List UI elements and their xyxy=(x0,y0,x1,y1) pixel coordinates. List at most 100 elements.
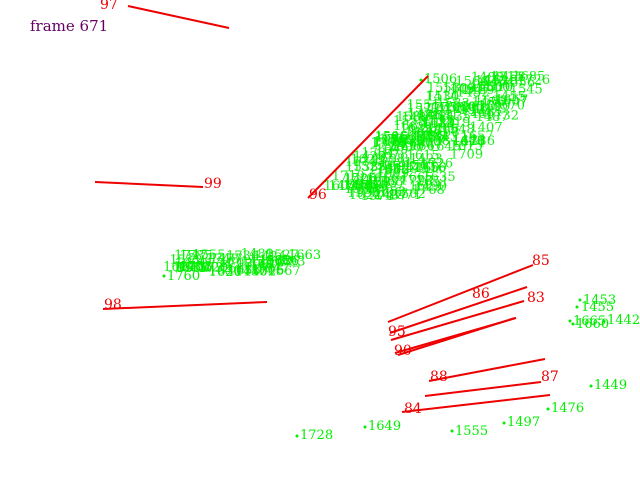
svg-text:1523: 1523 xyxy=(353,160,386,175)
svg-text:1533: 1533 xyxy=(345,160,378,175)
svg-text:1763: 1763 xyxy=(424,101,457,116)
svg-text:1400: 1400 xyxy=(344,173,377,188)
svg-text:1438: 1438 xyxy=(358,176,391,191)
svg-text:1685: 1685 xyxy=(512,70,545,85)
segment-line-98 xyxy=(102,301,268,310)
svg-text:1437: 1437 xyxy=(374,189,407,204)
svg-text:1696: 1696 xyxy=(391,133,424,148)
point-label-1665: 1665 xyxy=(573,314,606,329)
svg-text:1423: 1423 xyxy=(353,149,386,164)
svg-text:1562: 1562 xyxy=(393,187,426,202)
svg-text:1435: 1435 xyxy=(438,110,471,125)
svg-text:1590: 1590 xyxy=(477,99,510,114)
svg-text:1506: 1506 xyxy=(375,130,408,145)
svg-text:1601: 1601 xyxy=(163,260,196,275)
svg-text:1610: 1610 xyxy=(463,99,496,114)
svg-text:1753: 1753 xyxy=(179,260,212,275)
svg-text:1553: 1553 xyxy=(427,81,460,96)
svg-text:1647: 1647 xyxy=(256,262,289,277)
svg-text:1709: 1709 xyxy=(450,147,483,162)
point-label-1706: 1706 xyxy=(251,263,284,278)
svg-text:1521: 1521 xyxy=(379,156,412,171)
segment-line-88 xyxy=(428,358,546,382)
point-marker-1665 xyxy=(568,319,572,323)
segment-line-96 xyxy=(307,75,429,199)
svg-text:1513: 1513 xyxy=(422,113,455,128)
svg-text:1563: 1563 xyxy=(403,158,436,173)
segment-label-87: 87 xyxy=(541,369,559,385)
svg-text:1476: 1476 xyxy=(472,95,505,110)
cluster-diagonal: 1443159216231696158914601466176817631609… xyxy=(324,70,550,204)
svg-text:1570: 1570 xyxy=(492,99,525,114)
point-label-1453: 1453 xyxy=(583,293,616,308)
svg-text:1470: 1470 xyxy=(329,179,362,194)
svg-text:1598: 1598 xyxy=(372,152,405,167)
svg-text:1726: 1726 xyxy=(517,73,550,88)
svg-text:1610: 1610 xyxy=(444,100,477,115)
svg-text:1763: 1763 xyxy=(370,175,403,190)
svg-text:1734: 1734 xyxy=(199,256,232,271)
segment-label-97: 97 xyxy=(100,0,118,13)
svg-text:1748: 1748 xyxy=(206,252,239,267)
svg-text:1588: 1588 xyxy=(344,182,377,197)
point-marker-1453 xyxy=(578,298,582,302)
segment-label-98: 98 xyxy=(104,297,122,313)
svg-text:1592: 1592 xyxy=(385,160,418,175)
svg-text:1572: 1572 xyxy=(407,102,440,117)
svg-text:1567: 1567 xyxy=(268,264,301,279)
svg-text:1715: 1715 xyxy=(490,70,523,85)
svg-text:1516: 1516 xyxy=(413,161,446,176)
svg-text:1402: 1402 xyxy=(243,265,276,280)
point-label-1506: 1506 xyxy=(424,72,457,87)
point-labels: 1506151016571663170616861760145314551442… xyxy=(162,72,640,443)
svg-text:1622: 1622 xyxy=(349,188,382,203)
svg-text:1615: 1615 xyxy=(450,139,483,154)
svg-text:1568: 1568 xyxy=(176,261,209,276)
svg-text:1405: 1405 xyxy=(462,107,495,122)
svg-text:1440: 1440 xyxy=(452,134,485,149)
svg-text:1600: 1600 xyxy=(451,100,484,115)
svg-text:1719: 1719 xyxy=(332,169,365,184)
svg-text:1661: 1661 xyxy=(220,262,253,277)
svg-text:1701: 1701 xyxy=(379,133,412,148)
point-label-1657: 1657 xyxy=(495,93,528,108)
point-label-1555: 1555 xyxy=(455,424,488,439)
point-label-1660: 1660 xyxy=(576,317,609,332)
svg-text:1678: 1678 xyxy=(375,148,408,163)
point-marker-1649 xyxy=(363,425,367,429)
point-label-1649: 1649 xyxy=(368,419,401,434)
point-marker-1686 xyxy=(260,260,264,264)
svg-text:1665: 1665 xyxy=(174,260,207,275)
svg-text:1411: 1411 xyxy=(428,102,461,117)
svg-text:1487: 1487 xyxy=(476,110,509,125)
svg-text:1409: 1409 xyxy=(442,81,475,96)
segment-line-86 xyxy=(389,286,528,334)
svg-text:1649: 1649 xyxy=(376,142,409,157)
point-label-1653: 1653 xyxy=(373,185,406,200)
svg-text:1458: 1458 xyxy=(493,70,526,85)
point-label-1455: 1455 xyxy=(581,300,614,315)
svg-text:1651: 1651 xyxy=(416,175,449,190)
svg-text:1420: 1420 xyxy=(195,260,228,275)
svg-text:1553: 1553 xyxy=(393,114,426,129)
svg-text:1476: 1476 xyxy=(407,108,440,123)
svg-text:1667: 1667 xyxy=(410,139,443,154)
svg-text:1402: 1402 xyxy=(179,260,212,275)
svg-text:1736: 1736 xyxy=(462,134,495,149)
svg-text:1525: 1525 xyxy=(343,172,376,187)
svg-text:1512: 1512 xyxy=(170,253,203,268)
point-marker-1663 xyxy=(283,254,287,258)
svg-text:1620: 1620 xyxy=(209,265,242,280)
svg-text:1571: 1571 xyxy=(345,155,378,170)
segment-label-99: 99 xyxy=(204,176,222,192)
svg-text:1571: 1571 xyxy=(389,188,422,203)
segment-line-83 xyxy=(390,300,525,341)
segment-line-99 xyxy=(94,181,204,188)
svg-text:1490: 1490 xyxy=(414,179,447,194)
point-marker-1657 xyxy=(488,99,492,103)
point-label-1476: 1476 xyxy=(551,401,584,416)
segment-label-96: 96 xyxy=(309,187,327,203)
svg-text:1700: 1700 xyxy=(368,161,401,176)
